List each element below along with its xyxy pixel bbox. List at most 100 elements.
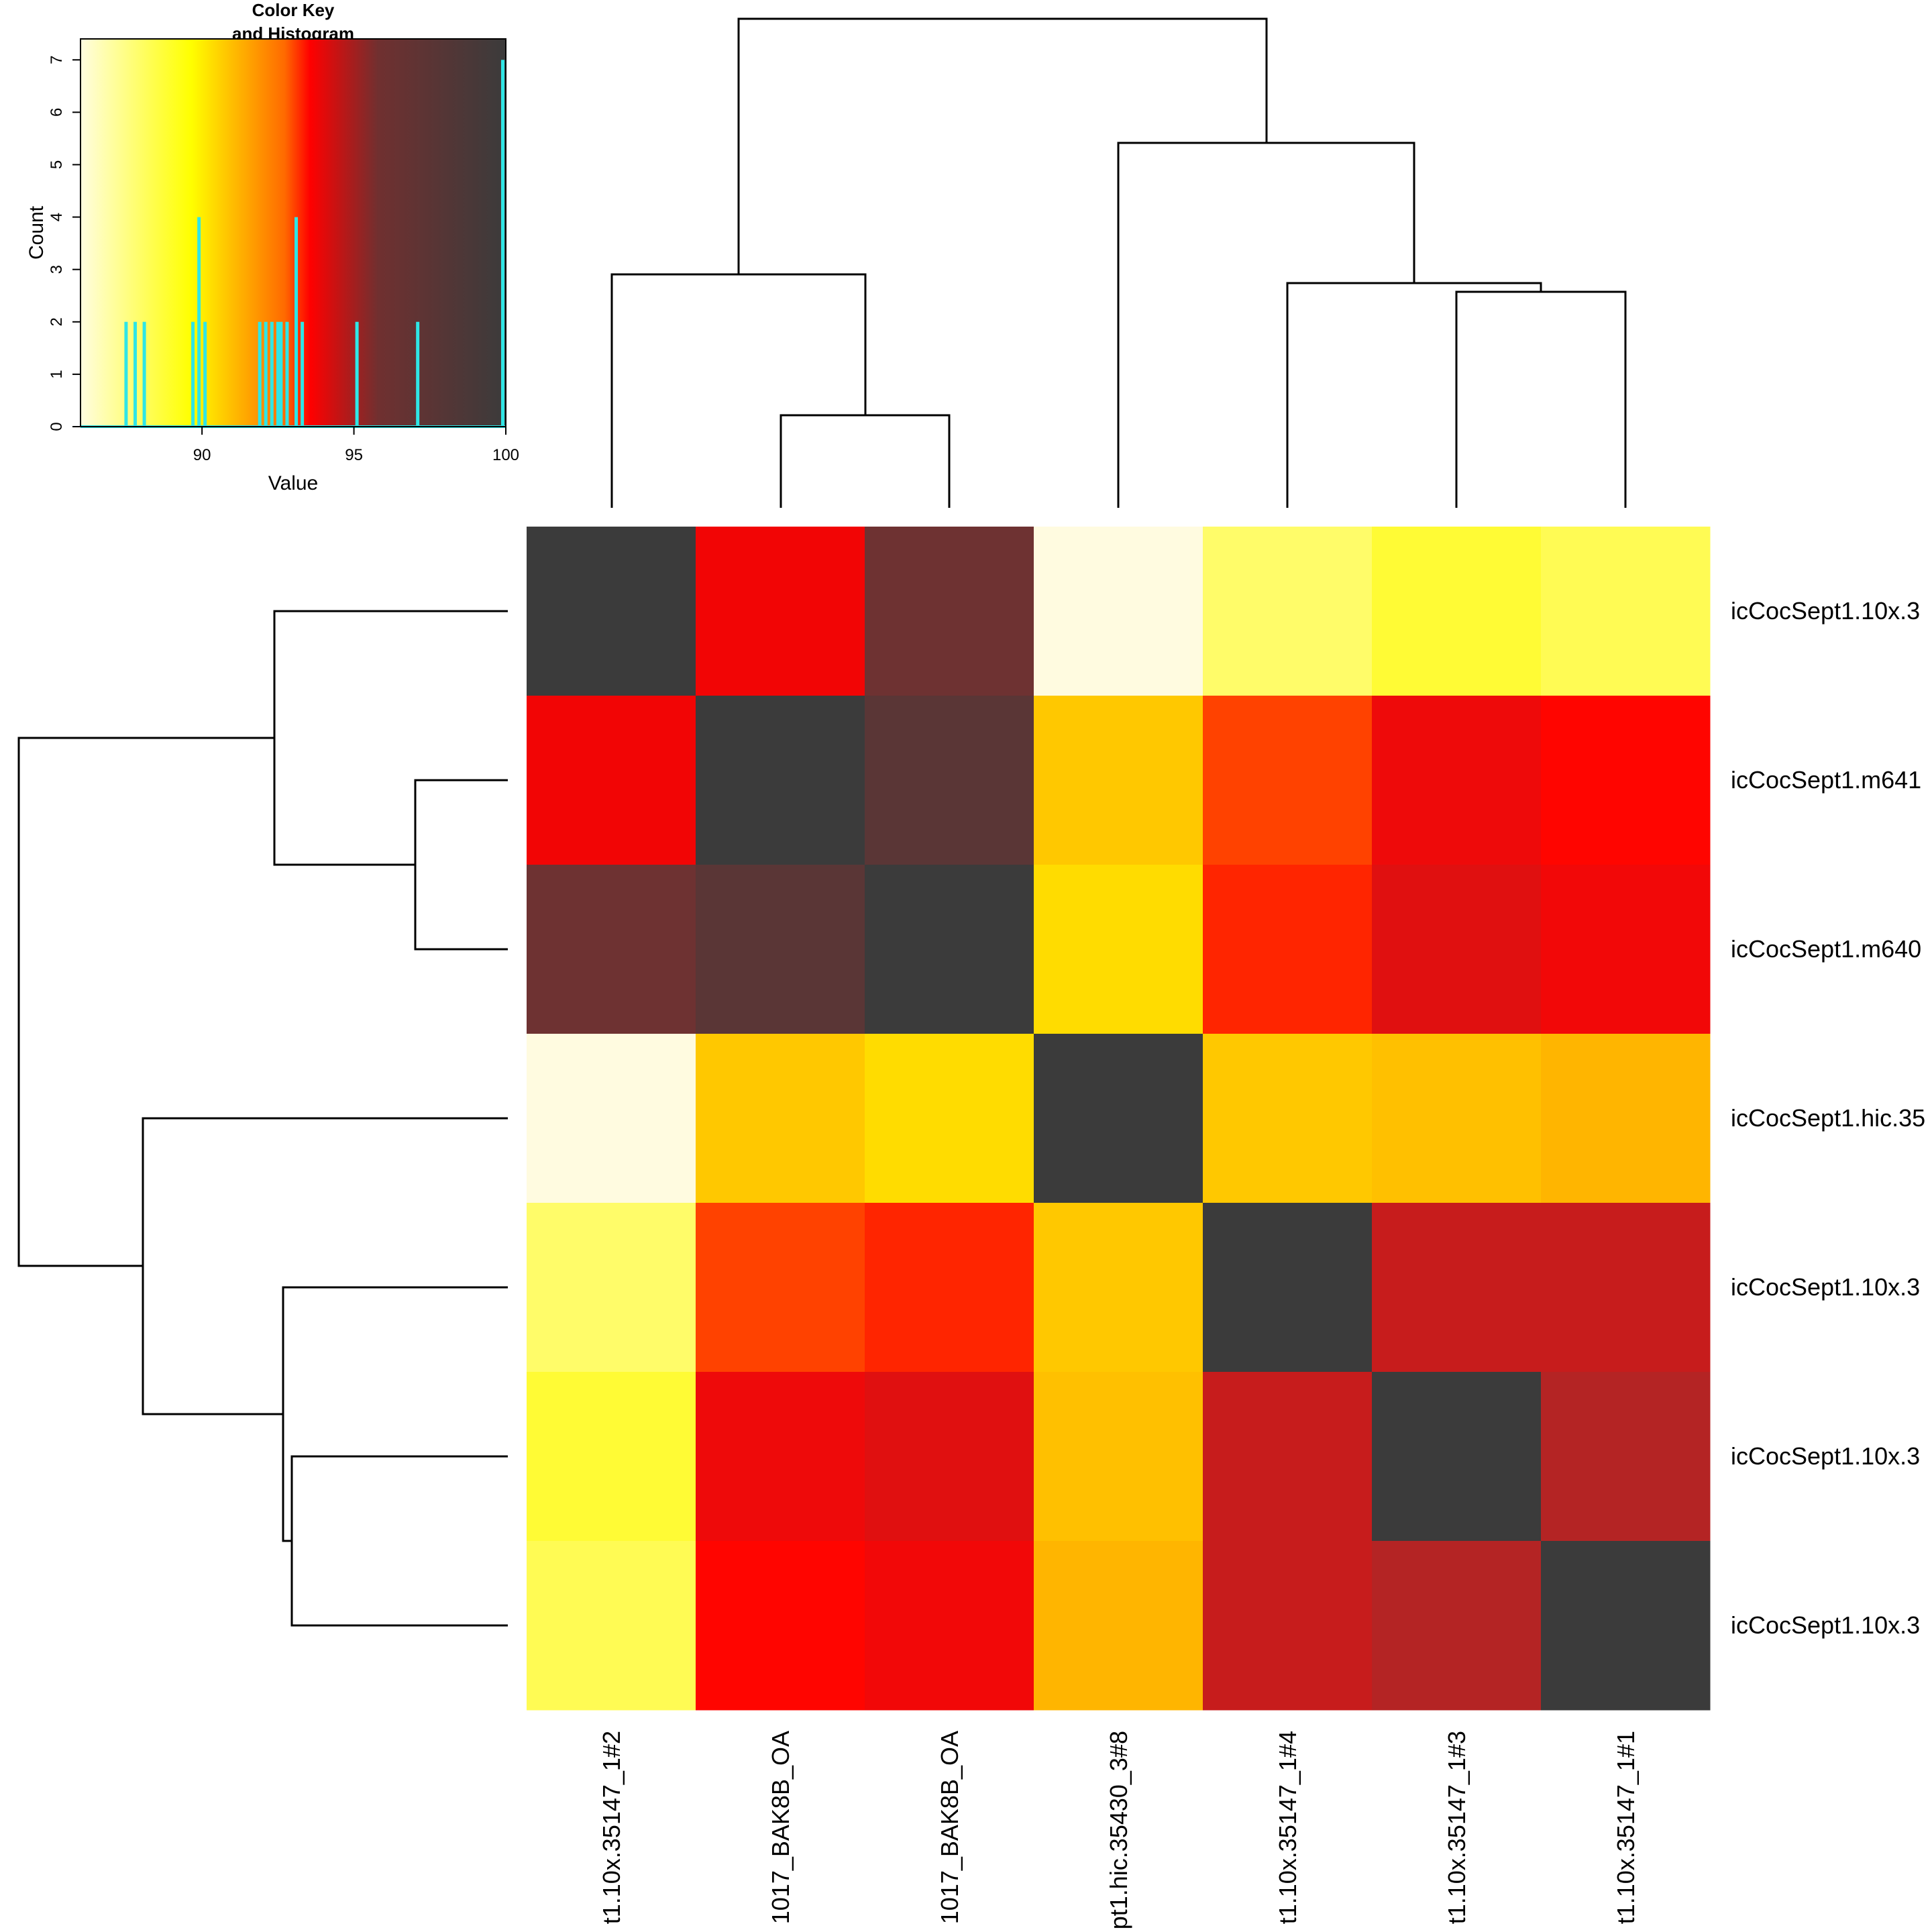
color-key-gradient	[80, 39, 506, 427]
column-label: t1.10x.35147_1#1	[1612, 1731, 1640, 1924]
heatmap-cell	[1541, 527, 1711, 696]
heatmap-cell	[865, 696, 1034, 865]
row-dendro-leaf-2-3-merge	[414, 779, 508, 951]
heatmap-cell	[696, 1372, 865, 1542]
color-key-frame	[80, 38, 506, 427]
row-dendro-leaf-4-merge	[142, 1117, 508, 1415]
heatmap-cell	[1203, 865, 1373, 1034]
col-dendro-leaf-1-merge	[610, 273, 867, 508]
heatmap-cell	[696, 527, 865, 696]
heatmap-cell	[865, 527, 1034, 696]
heatmap-cell	[1034, 1372, 1203, 1542]
heatmap-cell	[865, 865, 1034, 1034]
y-tick-label: 2	[48, 317, 66, 326]
heatmap-cell	[1372, 1034, 1542, 1203]
y-tick-label: 1	[48, 370, 66, 378]
heatmap-cell	[1372, 1541, 1542, 1711]
y-tick-label: 3	[48, 265, 66, 274]
heatmap-cell	[1541, 696, 1711, 865]
heatmap-cell	[1034, 1203, 1203, 1373]
heatmap-cell	[1372, 1203, 1542, 1373]
col-dendro-leaf-4-merge	[1117, 142, 1415, 508]
heatmap-cell	[696, 1034, 865, 1203]
column-label: pt1.hic.35430_3#8	[1105, 1731, 1132, 1929]
row-dendro-root	[17, 737, 274, 1267]
y-tick-label: 4	[48, 213, 66, 221]
row-label: icCocSept1.10x.3	[1731, 1442, 1920, 1470]
heatmap-cell	[1034, 696, 1203, 865]
column-labels: t1.10x.35147_1#2 1017_BAK8B_OA 1017_BAK8B_…	[598, 1731, 1640, 1929]
column-label: 1017_BAK8B_OA	[767, 1731, 794, 1924]
heatmap-cell	[1034, 527, 1203, 696]
y-tick-label: 7	[48, 56, 66, 64]
x-tick-label: 100	[492, 446, 519, 464]
heatmap-cell	[1372, 696, 1542, 865]
heatmap-cell	[1203, 1034, 1373, 1203]
color-key-axes: 90 95 100 0 1 2 3 4 5 6 7	[48, 56, 519, 464]
column-label: t1.10x.35147_1#3	[1443, 1731, 1470, 1924]
heatmap-cell	[1203, 1541, 1373, 1711]
heatmap-cell	[1372, 1372, 1542, 1542]
heatmap-cell	[527, 1034, 696, 1203]
row-label: icCocSept1.10x.3	[1731, 1273, 1920, 1301]
color-key-ylabel: Count	[25, 205, 48, 260]
heatmap-cell	[1203, 527, 1373, 696]
col-dendro-leaf-5-merge	[1286, 282, 1542, 508]
heatmap-cell	[696, 1541, 865, 1711]
heatmap-cell	[1541, 1541, 1711, 1711]
row-label: icCocSept1.hic.35	[1731, 1104, 1925, 1132]
y-tick-label: 5	[48, 160, 66, 169]
color-key-xlabel: Value	[268, 472, 319, 494]
col-dendro-leaf-6-7-merge	[1455, 290, 1627, 508]
heatmap-cell	[865, 1034, 1034, 1203]
heatmap-cell	[865, 1372, 1034, 1542]
heatmap-cell	[1203, 696, 1373, 865]
heatmap-cell	[1203, 1372, 1373, 1542]
heatmap-cells	[527, 527, 1711, 1711]
heatmap-cell	[1203, 1203, 1373, 1373]
y-tick-label: 6	[48, 108, 66, 117]
heatmap-cell	[527, 865, 696, 1034]
heatmap-cell	[527, 696, 696, 865]
color-key: Color Key and Histogram 90 95 10001234567 …	[25, 0, 519, 494]
heatmap-cell	[696, 1203, 865, 1373]
heatmap-cell	[527, 527, 696, 696]
heatmap-cell	[1034, 1541, 1203, 1711]
row-dendro-leaf-6-7-merge	[290, 1455, 508, 1627]
heatmap-cell	[1541, 1372, 1711, 1542]
heatmap-cell	[527, 1541, 696, 1711]
heatmap-cell	[1541, 1203, 1711, 1373]
heatmap-cell	[865, 1203, 1034, 1373]
row-label: icCocSept1.m640	[1731, 935, 1921, 963]
heatmap-cell	[1541, 1034, 1711, 1203]
heatmap-cell	[527, 1372, 696, 1542]
column-label: t1.10x.35147_1#4	[1274, 1731, 1301, 1924]
heatmap-cell	[1034, 865, 1203, 1034]
row-label: icCocSept1.m641	[1731, 766, 1921, 794]
row-labels: icCocSept1.10x.3 icCocSept1.m641 icCocSept…	[1731, 597, 1925, 1639]
col-dendro-leaf-2-3-merge	[780, 414, 951, 508]
heatmap-cell	[1372, 527, 1542, 696]
y-tick-label: 0	[48, 422, 66, 431]
heatmap-cell	[696, 696, 865, 865]
row-dendro-leaf-5-merge	[282, 1286, 508, 1542]
row-label: icCocSept1.10x.3	[1731, 1611, 1920, 1639]
row-label: icCocSept1.10x.3	[1731, 597, 1920, 625]
heatmap-cell	[865, 1541, 1034, 1711]
column-label: 1017_BAK8B_OA	[936, 1731, 963, 1924]
color-key-histogram	[80, 60, 506, 428]
column-dendrogram	[610, 17, 1627, 508]
heatmap-cell	[696, 865, 865, 1034]
column-label: t1.10x.35147_1#2	[598, 1731, 625, 1924]
row-dendro-leaf-1-merge	[273, 610, 508, 866]
x-tick-label: 90	[193, 446, 211, 464]
col-dendro-root	[737, 17, 1268, 274]
color-key-title-line1: Color Key	[252, 0, 335, 20]
heatmap-cell	[1034, 1034, 1203, 1203]
heatmap-cell	[1372, 865, 1542, 1034]
heatmap-cell	[527, 1203, 696, 1373]
heatmap-cell	[1541, 865, 1711, 1034]
x-tick-label: 95	[345, 446, 363, 464]
row-dendrogram	[17, 610, 508, 1627]
